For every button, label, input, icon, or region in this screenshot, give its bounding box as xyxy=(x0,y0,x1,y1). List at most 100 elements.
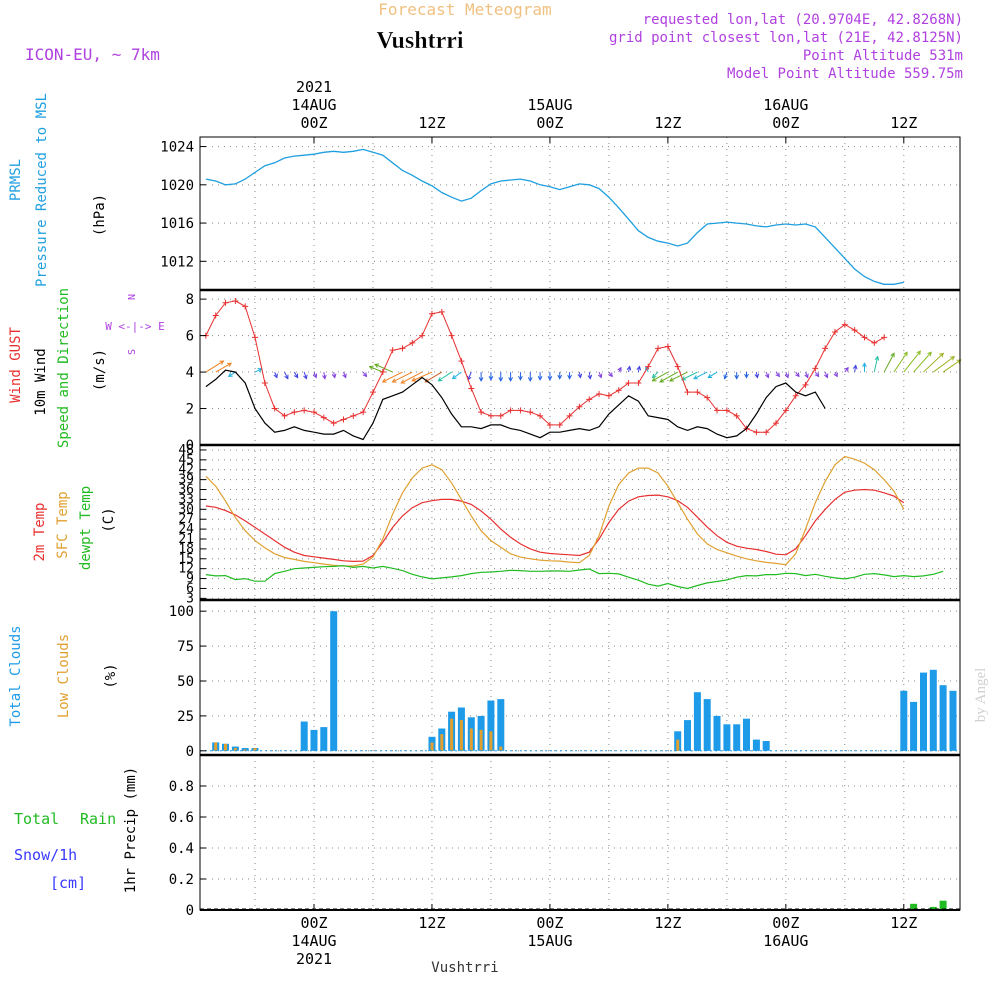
bottom-time-label: 15AUG xyxy=(527,932,572,950)
wind-arrow-head xyxy=(498,377,504,382)
gust-marker xyxy=(655,345,662,352)
wind-arrow-head xyxy=(478,377,484,382)
wind-arrow-head xyxy=(391,378,397,383)
low-cloud-bar xyxy=(214,742,218,751)
wind-arrow-head xyxy=(754,373,760,379)
precip-label-snow: Snow/1h xyxy=(14,846,77,864)
total-cloud-bar xyxy=(900,690,908,751)
axis-layer: 1012101610201024024683691215182124273033… xyxy=(160,78,917,968)
gust-marker xyxy=(350,412,357,419)
model-altitude: Model Point Altitude 559.75m xyxy=(727,66,963,82)
total-cloud-bar xyxy=(713,715,721,751)
bottom-time-label: 00Z xyxy=(536,914,563,932)
wind-arrow xyxy=(323,371,326,379)
panel-frame xyxy=(199,754,961,911)
gust-marker xyxy=(773,420,780,427)
gust-marker xyxy=(438,308,445,315)
total-cloud-bar xyxy=(910,701,918,751)
wind-arrow xyxy=(467,371,472,380)
wind-arrow xyxy=(932,356,955,373)
rain-bar xyxy=(910,903,918,910)
top-time-label: 00Z xyxy=(772,114,799,132)
wind-arrow xyxy=(411,371,433,382)
low-cloud-bar xyxy=(224,743,227,751)
wind-arrow xyxy=(254,368,262,373)
wind-arrow-head xyxy=(518,376,523,381)
y-tick-label: 0 xyxy=(186,744,194,760)
total-cloud-bar xyxy=(703,699,711,751)
wind-arrow-head xyxy=(916,350,921,356)
wind-arrow-head xyxy=(939,352,945,358)
gust-marker xyxy=(379,369,386,376)
gust-marker xyxy=(497,412,504,419)
wind-arrow xyxy=(425,371,443,383)
wind-arrow-head xyxy=(567,374,572,380)
wind-arrow-head xyxy=(814,372,820,378)
top-time-label: 00Z xyxy=(536,114,563,132)
wind-arrow-head xyxy=(273,373,278,379)
low-cloud-bar xyxy=(676,739,680,751)
low-cloud-bar xyxy=(459,720,463,751)
wind-arrow-head xyxy=(775,372,780,378)
top-time-label: 12Z xyxy=(654,114,681,132)
gust-marker xyxy=(409,339,416,346)
y-tick-label: 48 xyxy=(178,443,194,458)
gust-marker xyxy=(753,429,760,436)
y-tick-label: 50 xyxy=(177,674,194,690)
wind-compass-icon: N S W <-|-> E xyxy=(105,294,165,355)
total-cloud-bar xyxy=(733,724,741,751)
low-cloud-bar xyxy=(243,749,247,751)
wind-arrow-head xyxy=(312,373,318,379)
compass-north: N xyxy=(127,294,138,300)
temp-label-sfc: SFC Temp xyxy=(55,491,71,558)
gust-marker xyxy=(399,345,406,352)
gust-marker xyxy=(782,407,789,414)
clouds-unit: (%) xyxy=(103,663,119,688)
gust-marker xyxy=(271,405,278,412)
y-tick-label: 1016 xyxy=(160,216,194,232)
wind-arrow-head xyxy=(681,376,686,381)
wind-unit: (m/s) xyxy=(92,349,108,391)
gust-marker xyxy=(635,380,642,386)
wind-arrow-head xyxy=(608,372,613,378)
wind-arrow-head xyxy=(890,352,895,358)
wind-arrow-head xyxy=(381,378,387,383)
wind-label-speed-dir: Speed and Direction xyxy=(56,288,72,448)
wind-arrow-head xyxy=(950,356,956,361)
wind-arrow xyxy=(883,353,895,373)
total-cloud-bar xyxy=(320,727,328,751)
wind-arrow xyxy=(588,371,591,379)
wind-arrow xyxy=(374,363,393,373)
wind-arrow-head xyxy=(823,373,829,379)
wind-arrow xyxy=(400,371,423,384)
y-tick-label: 0 xyxy=(186,438,194,454)
wind-label-10m: 10m Wind xyxy=(33,348,49,415)
bottom-time-label: 12Z xyxy=(890,914,917,932)
y-tick-label: 45 xyxy=(178,453,194,468)
temp-2m-line xyxy=(205,488,905,563)
gust-marker xyxy=(252,334,259,341)
wind-arrow-head xyxy=(331,373,337,379)
wind-arrow xyxy=(284,371,289,379)
gust-marker xyxy=(311,409,317,416)
gust-marker xyxy=(586,396,593,403)
total-cloud-bar xyxy=(920,672,927,751)
bottom-time-label: 14AUG xyxy=(291,932,336,950)
gust-marker xyxy=(448,332,455,339)
y-tick-label: 8 xyxy=(186,292,194,308)
total-cloud-bar xyxy=(723,724,731,751)
wind-arrow-head xyxy=(795,372,800,378)
gust-marker xyxy=(468,385,475,392)
total-cloud-bar xyxy=(487,700,495,751)
pressure-line xyxy=(205,148,904,285)
precip-label-rain: Rain xyxy=(80,810,116,828)
total-cloud-bar xyxy=(939,685,947,751)
gust-marker xyxy=(812,365,819,372)
gust-marker xyxy=(389,347,396,354)
y-tick-label: 9 xyxy=(186,572,194,587)
y-tick-label: 1020 xyxy=(160,178,194,194)
gust-marker xyxy=(851,327,858,334)
y-tick-label: 33 xyxy=(178,492,194,507)
wind-arrow-head xyxy=(284,374,289,380)
wind-arrow xyxy=(303,371,307,379)
